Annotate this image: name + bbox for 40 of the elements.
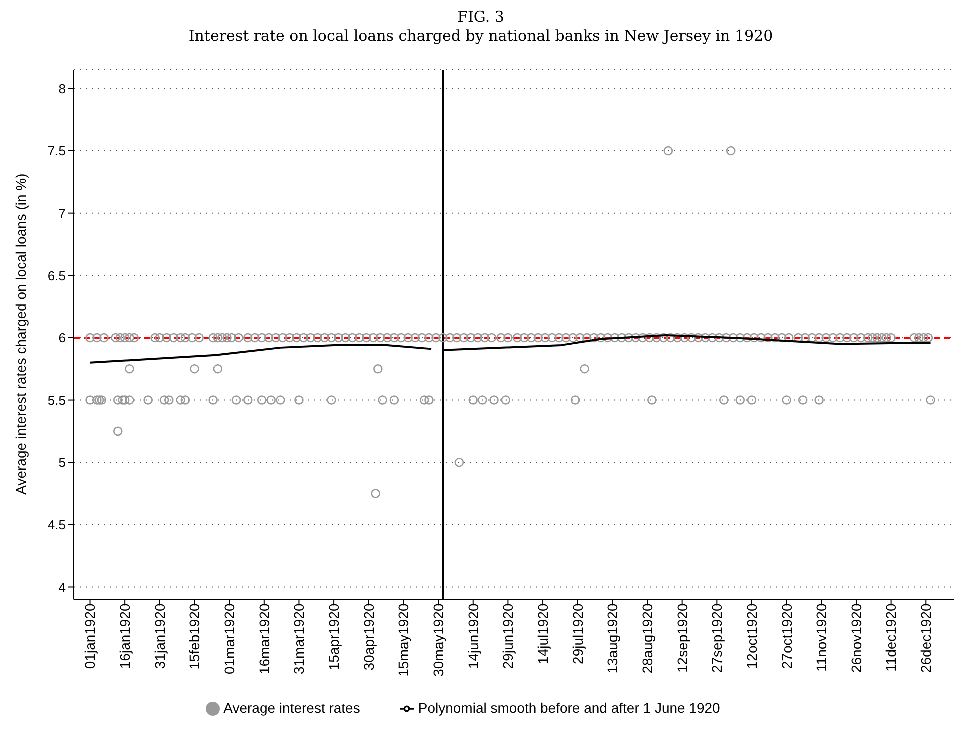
x-tick-label: 16mar1920 <box>256 603 272 675</box>
y-tick-label: 6.5 <box>48 268 66 284</box>
y-axis-title: Average interest rates charged on local loans (in %) <box>12 174 29 495</box>
legend-label: Average interest rates <box>224 700 360 716</box>
y-tick-label: 7 <box>58 206 66 221</box>
x-tick-label: 01jan1920 <box>82 603 98 670</box>
x-tick-label: 28aug1920 <box>639 603 656 674</box>
x-tick-label: 26dec1920 <box>918 603 934 673</box>
y-tick-label: 6 <box>58 330 66 346</box>
x-tick-label: 16jan1920 <box>117 603 134 670</box>
x-tick-label: 30apr1920 <box>360 603 377 671</box>
chart-subtitle: Interest rate on local loans charged by national banks in New Jersey in 1920 <box>188 27 774 46</box>
x-tick-label: 12oct1920 <box>744 604 760 670</box>
x-tick-label: 15may1920 <box>396 603 412 677</box>
x-tick-label: 30may1920 <box>430 603 446 677</box>
x-tick-label: 15apr1920 <box>326 603 342 671</box>
legend-label: Polynomial smooth before and after 1 June 1920 <box>418 700 720 716</box>
x-tick-label: 14jun1920 <box>465 603 482 670</box>
x-tick-label: 13aug1920 <box>604 603 621 674</box>
x-tick-label: 31mar1920 <box>291 603 308 675</box>
line-series <box>89 344 433 364</box>
x-tick-label: 26nov1920 <box>848 603 864 673</box>
x-tick-label: 12sep1920 <box>674 603 690 673</box>
x-tick-label: 01mar1920 <box>222 603 238 675</box>
x-tick-label: 11dec1920 <box>883 603 900 672</box>
y-tick-label: 8 <box>58 81 66 96</box>
x-tick-label: 14jul1920 <box>534 604 551 664</box>
x-tick-label: 29jun1920 <box>500 603 516 670</box>
x-tick-label: 11nov1920 <box>814 603 830 672</box>
y-tick-label: 5.5 <box>48 392 66 408</box>
x-tick-label: 29jul1920 <box>570 604 586 664</box>
x-tick-label: 31jan1920 <box>152 603 168 670</box>
x-tick-label: 15feb1920 <box>186 604 203 670</box>
x-tick-label: 27sep1920 <box>709 603 726 673</box>
y-tick-label: 4.5 <box>48 518 66 533</box>
y-tick-label: 7.5 <box>48 144 66 159</box>
y-tick-label: 5 <box>58 455 66 470</box>
chart-title: FIG. 3 <box>456 8 506 27</box>
x-tick-label: 27oct1920 <box>778 604 795 670</box>
y-tick-label: 4 <box>58 580 66 595</box>
